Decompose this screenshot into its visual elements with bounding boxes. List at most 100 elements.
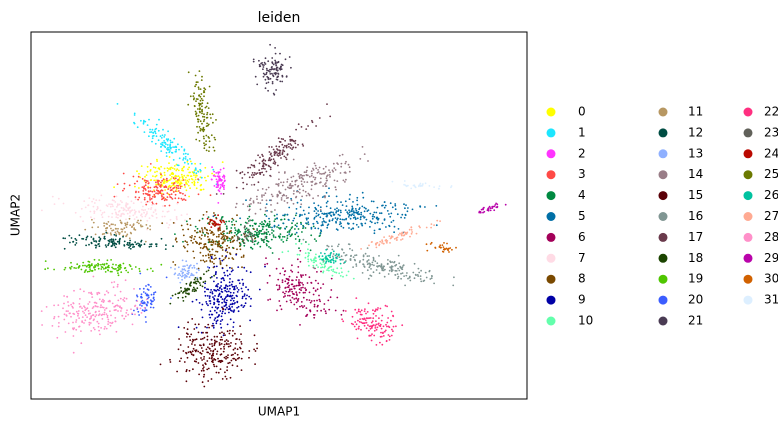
point (383, 236, 385, 239)
point (204, 280, 207, 283)
point (168, 162, 170, 165)
point (388, 326, 391, 329)
point (208, 313, 211, 316)
point (236, 300, 239, 303)
point (250, 240, 252, 242)
point (95, 302, 98, 305)
point (133, 114, 136, 116)
point (357, 319, 359, 322)
point (245, 286, 247, 288)
point (269, 166, 272, 169)
point (165, 199, 168, 201)
point (286, 213, 289, 216)
point (174, 193, 177, 196)
point (218, 242, 221, 245)
point (264, 87, 267, 90)
point (347, 270, 350, 273)
point (283, 292, 286, 295)
point (164, 248, 167, 251)
point (158, 167, 160, 170)
point (112, 267, 115, 270)
point (201, 75, 203, 78)
point (221, 310, 224, 313)
point (302, 306, 304, 309)
point (417, 267, 420, 270)
point (184, 295, 187, 298)
point (160, 145, 163, 148)
point (291, 184, 294, 187)
point (313, 238, 316, 241)
point (80, 330, 82, 332)
point (210, 117, 212, 119)
point (265, 243, 268, 245)
point (338, 154, 341, 157)
point (306, 282, 309, 284)
point (76, 263, 79, 266)
point (253, 172, 256, 174)
point (193, 257, 196, 259)
point (85, 265, 88, 268)
point (347, 163, 350, 166)
point (170, 193, 173, 196)
point (230, 238, 233, 240)
point (274, 161, 277, 164)
point (337, 245, 339, 248)
point (219, 361, 222, 364)
point (124, 231, 126, 233)
point (186, 336, 188, 338)
point (67, 322, 70, 325)
point (439, 220, 441, 223)
point (314, 279, 317, 282)
point (175, 215, 178, 218)
point (401, 266, 404, 269)
point (300, 221, 302, 224)
point (172, 191, 175, 193)
point (243, 226, 246, 229)
point (410, 187, 413, 190)
point (359, 218, 362, 221)
point (263, 238, 266, 241)
point (206, 335, 209, 338)
point (329, 256, 331, 259)
point (208, 295, 211, 298)
point (391, 180, 394, 183)
point (133, 245, 136, 248)
point (310, 226, 313, 229)
point (313, 303, 316, 306)
point (319, 181, 321, 184)
point (216, 300, 219, 303)
point (110, 241, 113, 243)
point (279, 227, 282, 229)
point (331, 274, 334, 277)
point (211, 166, 214, 169)
point (201, 112, 203, 115)
point (67, 304, 70, 307)
point (293, 287, 296, 290)
point (248, 356, 250, 359)
point (86, 235, 89, 238)
point (434, 246, 437, 249)
point (372, 258, 375, 260)
point (242, 181, 245, 184)
point (166, 210, 169, 213)
point (123, 187, 126, 190)
point (340, 211, 342, 214)
point (295, 297, 297, 300)
point (216, 285, 219, 288)
point (219, 310, 222, 312)
point (282, 296, 285, 298)
point (180, 197, 183, 200)
point (146, 165, 149, 168)
point (343, 218, 345, 221)
point (424, 271, 427, 274)
point (345, 260, 347, 262)
point (128, 237, 131, 240)
point (207, 216, 210, 219)
point (278, 178, 280, 181)
point (222, 186, 225, 189)
point (105, 307, 108, 309)
point (188, 166, 191, 169)
point (199, 247, 202, 249)
point (326, 200, 329, 203)
point (64, 331, 67, 333)
